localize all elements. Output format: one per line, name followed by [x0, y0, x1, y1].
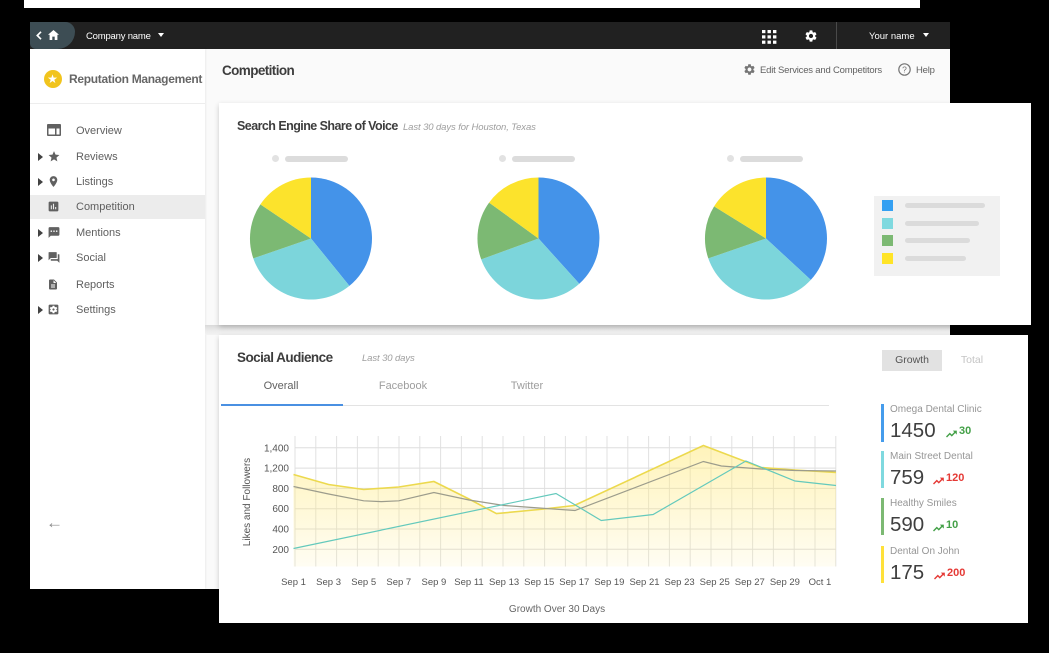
svg-text:600: 600 — [272, 504, 289, 515]
svg-text:Likes and Followers: Likes and Followers — [242, 458, 253, 546]
svg-text:Sep 21: Sep 21 — [629, 577, 659, 588]
svg-text:Sep 29: Sep 29 — [770, 577, 800, 588]
svg-text:Sep 5: Sep 5 — [351, 577, 376, 588]
svg-text:Sep 17: Sep 17 — [559, 577, 589, 588]
svg-text:Sep 23: Sep 23 — [665, 577, 695, 588]
svg-text:?: ? — [902, 64, 907, 74]
svg-text:Sep 11: Sep 11 — [454, 577, 483, 588]
svg-text:800: 800 — [272, 484, 289, 495]
svg-text:Sep 15: Sep 15 — [524, 577, 554, 588]
svg-text:Sep 3: Sep 3 — [316, 577, 341, 588]
svg-text:1,200: 1,200 — [264, 464, 289, 475]
svg-text:Sep 27: Sep 27 — [735, 577, 765, 588]
svg-text:Sep 1: Sep 1 — [281, 577, 306, 588]
svg-text:Sep 9: Sep 9 — [421, 577, 446, 588]
svg-text:Sep 25: Sep 25 — [700, 577, 730, 588]
svg-text:Growth Over 30 Days: Growth Over 30 Days — [509, 604, 605, 615]
svg-text:1,400: 1,400 — [264, 443, 289, 454]
svg-text:200: 200 — [272, 545, 289, 556]
svg-text:Sep 7: Sep 7 — [386, 577, 411, 588]
svg-text:Sep 13: Sep 13 — [489, 577, 519, 588]
svg-text:Oct 1: Oct 1 — [809, 577, 832, 588]
svg-text:Sep 19: Sep 19 — [594, 577, 624, 588]
svg-text:400: 400 — [272, 525, 289, 536]
